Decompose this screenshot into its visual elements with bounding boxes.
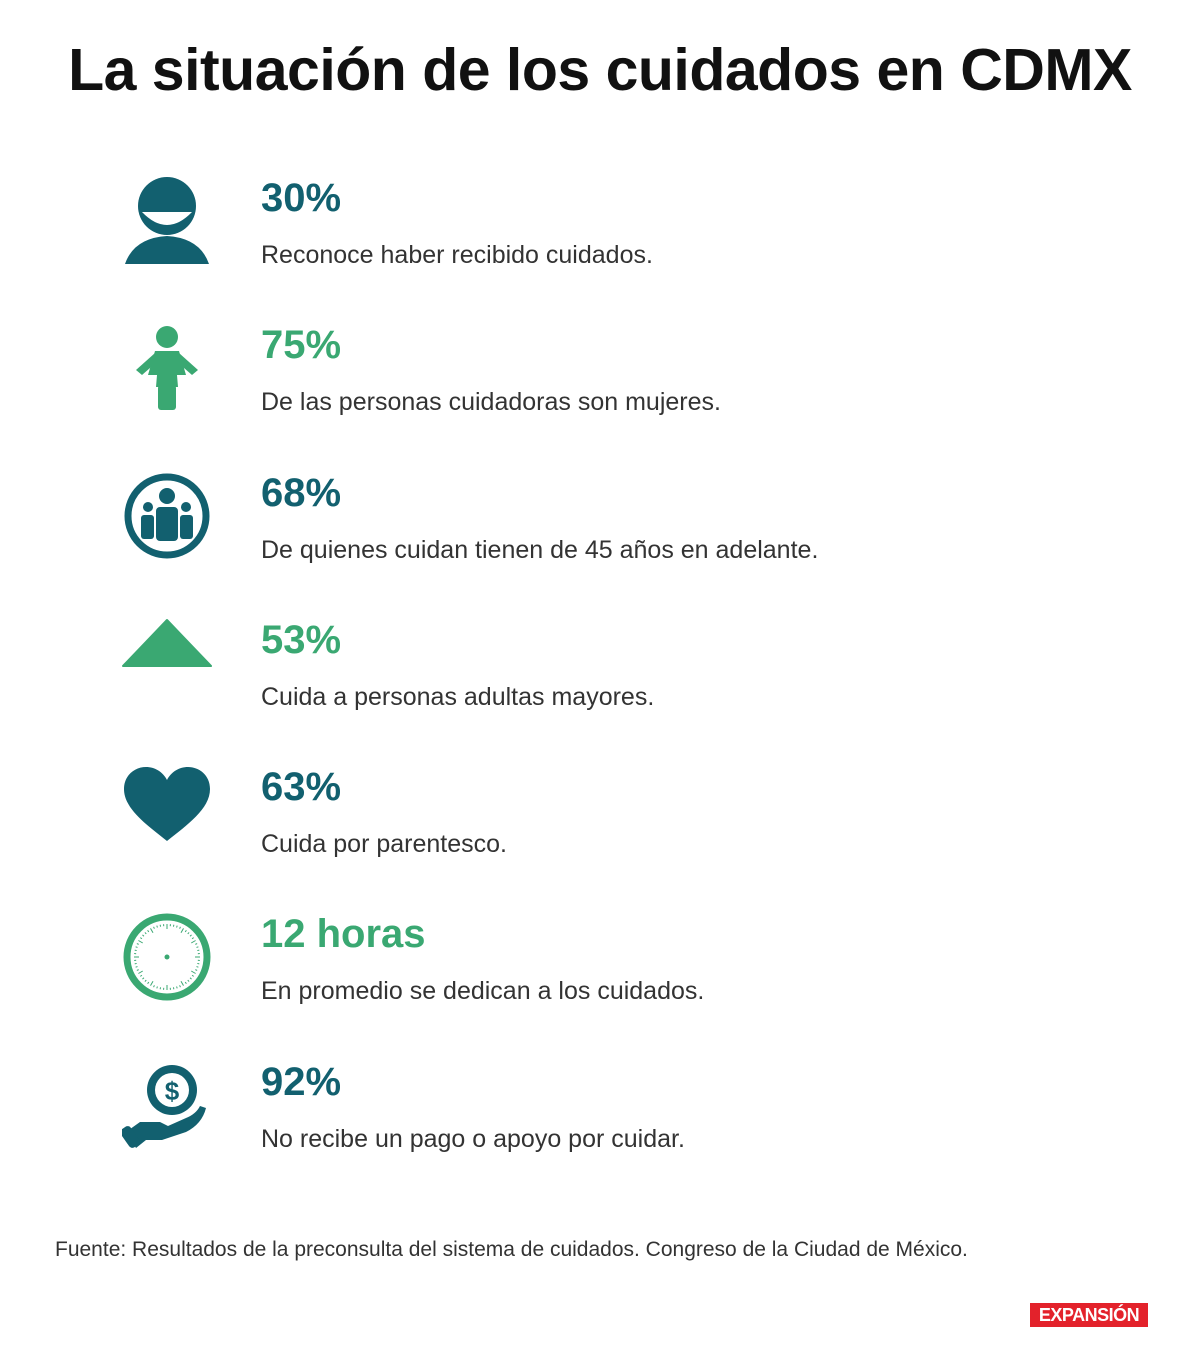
stat-value: 30% — [261, 176, 342, 220]
clock-icon — [122, 912, 212, 1002]
money-hand-icon: $ — [122, 1060, 212, 1150]
group-icon — [122, 471, 212, 561]
triangle-icon — [122, 618, 212, 708]
stat-value: 92% — [261, 1060, 342, 1104]
stat-description: Cuida a personas adultas mayores. — [261, 683, 655, 711]
stat-value: 68% — [261, 471, 342, 515]
woman-icon — [122, 323, 212, 413]
stat-item: 63% Cuida por parentesco. — [0, 765, 1200, 905]
page-title: La situación de los cuidados en CDMX — [68, 37, 1132, 103]
stat-item: 12 horas En promedio se dedican a los cu… — [0, 912, 1200, 1052]
stat-description: Cuida por parentesco. — [261, 830, 507, 858]
stat-description: En promedio se dedican a los cuidados. — [261, 977, 705, 1005]
heart-icon — [122, 765, 212, 855]
brand-logo: EXPANSIÓN — [1030, 1303, 1148, 1327]
stat-item: $ 92% No recibe un pago o apoyo por cuid… — [0, 1060, 1200, 1200]
stat-item: 30% Reconoce haber recibido cuidados. — [0, 176, 1200, 316]
stat-item: 75% De las personas cuidadoras son mujer… — [0, 323, 1200, 463]
source-note: Fuente: Resultados de la preconsulta del… — [55, 1238, 968, 1261]
stat-value: 63% — [261, 765, 342, 809]
stat-item: 53% Cuida a personas adultas mayores. — [0, 618, 1200, 758]
stat-value: 53% — [261, 618, 342, 662]
stat-value: 12 horas — [261, 912, 426, 956]
stat-description: De las personas cuidadoras son mujeres. — [261, 388, 721, 416]
person-icon — [122, 176, 212, 266]
stat-item: 68% De quienes cuidan tienen de 45 años … — [0, 471, 1200, 611]
svg-text:$: $ — [165, 1076, 180, 1106]
stat-value: 75% — [261, 323, 342, 367]
stat-description: Reconoce haber recibido cuidados. — [261, 241, 653, 269]
stat-description: De quienes cuidan tienen de 45 años en a… — [261, 536, 819, 564]
stat-description: No recibe un pago o apoyo por cuidar. — [261, 1125, 685, 1153]
